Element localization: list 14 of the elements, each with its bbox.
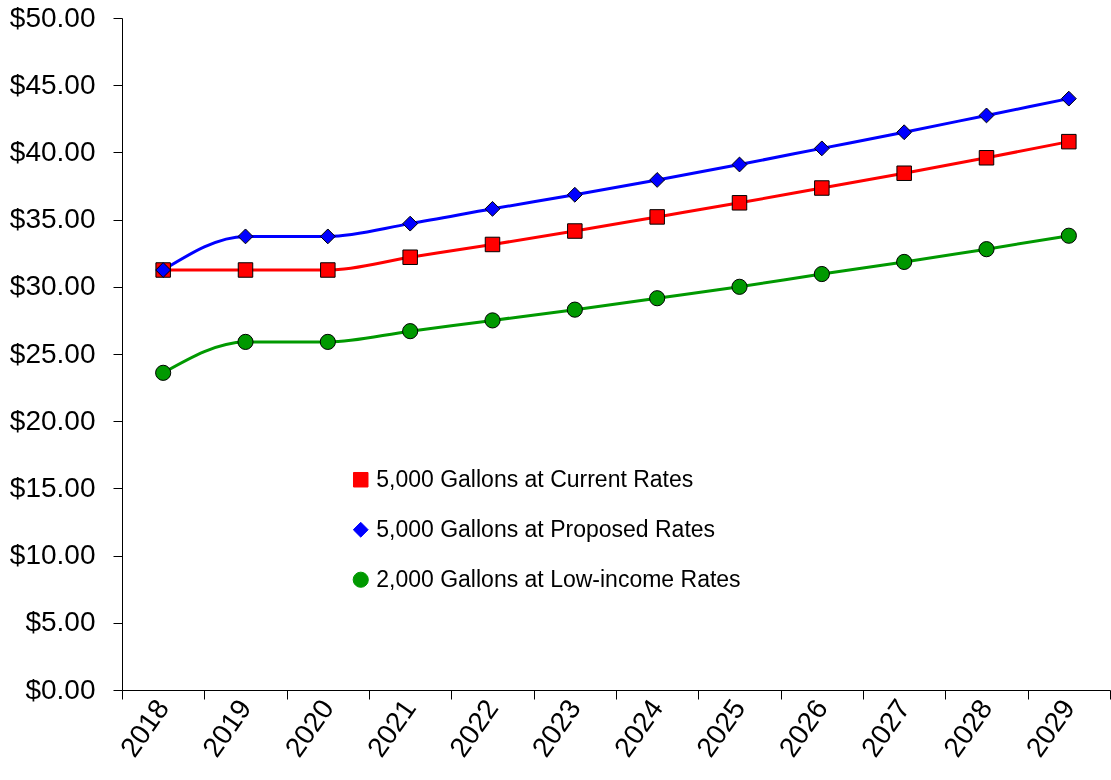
y-tick-label: $30.00 [9, 270, 96, 302]
y-tick-label: $40.00 [9, 135, 96, 167]
y-tick-label: $50.00 [9, 1, 96, 33]
y-tick-label: $5.00 [25, 606, 96, 638]
y-tick-label: $10.00 [9, 539, 96, 571]
y-tick-label: $45.00 [9, 68, 96, 100]
legend-label: 5,000 Gallons at Proposed Rates [376, 515, 716, 542]
y-tick-label: $25.00 [9, 337, 96, 369]
legend-label: 5,000 Gallons at Current Rates [376, 465, 694, 492]
y-tick-label: $15.00 [9, 471, 96, 503]
y-tick-label: $0.00 [25, 673, 96, 705]
y-tick-label: $20.00 [9, 404, 96, 436]
y-tick-label: $35.00 [9, 203, 96, 235]
legend-label: 2,000 Gallons at Low-income Rates [376, 565, 741, 592]
